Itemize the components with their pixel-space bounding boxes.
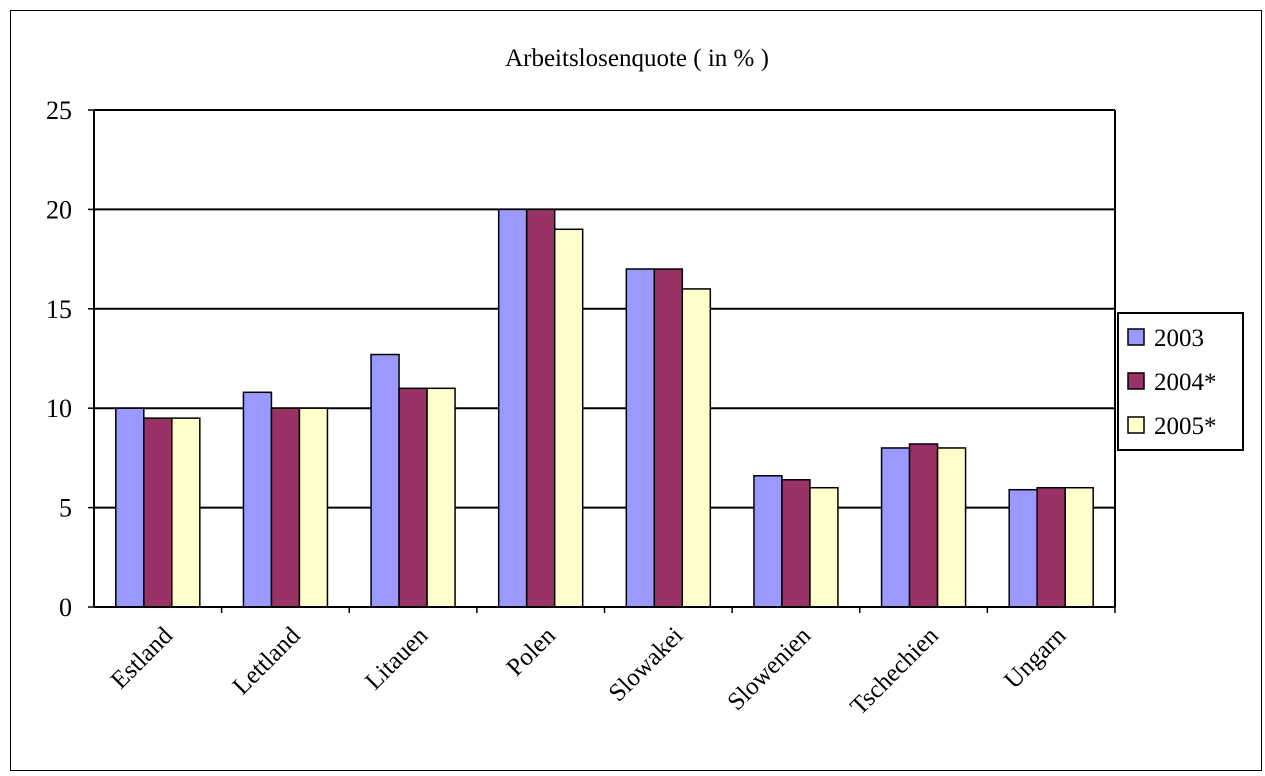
x-tick-label: Polen [502,622,562,682]
y-tick-label: 25 [46,96,72,125]
bar [171,417,201,608]
bar [753,475,783,608]
bar [398,387,428,608]
bar [908,443,939,608]
bar [553,228,584,608]
legend-swatch [1127,328,1145,346]
bar [936,447,967,608]
legend-swatch [1127,372,1145,390]
bar [880,447,911,608]
y-tick-label: 10 [46,394,72,423]
x-tick-label: Litauen [360,622,433,695]
bar [1008,488,1038,608]
legend: 2003 2004* 2005* [1117,312,1244,451]
legend-swatch [1127,416,1145,434]
bar [143,417,173,608]
y-tick-label: 15 [46,295,72,324]
bar [298,407,329,608]
x-tick-label: Slowakei [604,622,689,707]
x-tick-label: Tschechien [845,622,944,721]
y-tick-label: 20 [46,195,72,224]
x-tick-label: Lettland [228,622,306,700]
x-tick-label: Slowenien [722,622,816,716]
x-tick-label: Estland [106,622,178,694]
bar [653,268,684,608]
bar [242,391,273,608]
bar [370,353,400,608]
y-tick-label: 0 [59,593,72,622]
legend-label: 2003 [1154,325,1204,352]
bar [270,407,301,608]
x-tick-label: Ungarn [999,622,1071,694]
legend-label: 2004* [1154,369,1217,396]
bar [625,268,656,608]
bar [781,479,811,608]
bars [115,208,1094,608]
axes [88,109,1116,613]
bar [681,288,712,608]
bar [1064,486,1094,608]
bar [497,208,528,608]
bar [1036,486,1066,608]
y-tick-label: 5 [59,494,72,523]
bar [426,387,456,608]
bar [525,208,556,608]
legend-label: 2005* [1154,413,1217,440]
chart-title: Arbeitslosenquote ( in % ) [505,45,769,72]
bar [809,486,839,608]
y-tick-labels: 0 5 10 15 20 25 [46,96,72,622]
bar [115,407,145,608]
x-tick-labels: Estland Lettland Litauen Polen Slowakei Slowe… [106,622,1072,721]
